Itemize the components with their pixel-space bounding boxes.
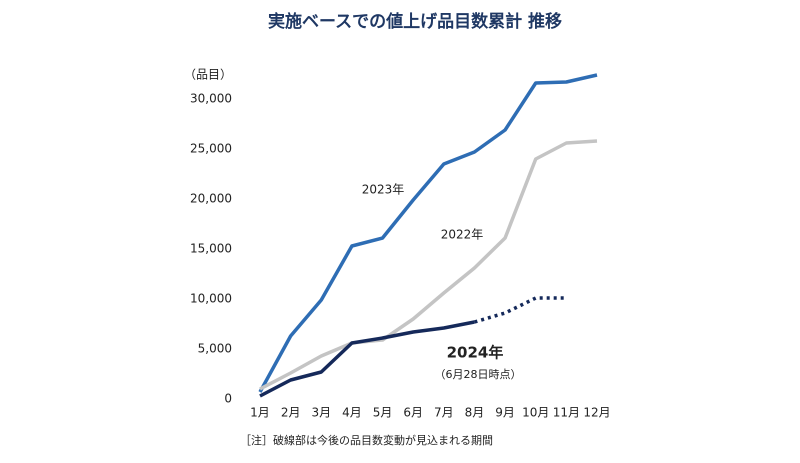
x-tick-label: 3月 (311, 406, 331, 420)
x-tick-label: 12月 (583, 406, 610, 420)
y-axis-label: （品目） (184, 68, 232, 82)
x-tick-label: 9月 (495, 406, 515, 420)
x-tick-label: 5月 (373, 406, 393, 420)
series-line-dashed (473, 296, 567, 324)
series-line (258, 73, 598, 393)
series-line (259, 139, 598, 391)
series-annotation: （6月28日時点） (435, 368, 522, 381)
y-tick-label: 15,000 (190, 242, 232, 256)
y-tick-label: 5,000 (198, 342, 232, 356)
series-line (259, 320, 475, 398)
series-label: 2024年 (447, 344, 504, 362)
x-tick-label: 6月 (403, 406, 423, 420)
x-tick-label: 11月 (553, 406, 580, 420)
chart-title: 実施ベースでの値上げ品目数累計 推移 (268, 11, 562, 32)
note: ［注］破線部は今後の品目数変動が見込まれる期間 (240, 433, 493, 447)
y-tick-label: 20,000 (190, 192, 232, 206)
series-label: 2023年 (362, 183, 405, 197)
y-tick-label: 25,000 (190, 142, 232, 156)
x-tick-label: 2月 (281, 406, 301, 420)
y-tick-label: 10,000 (190, 292, 232, 306)
x-tick-label: 10月 (522, 406, 549, 420)
series-label: 2022年 (441, 228, 484, 242)
x-tick-label: 7月 (434, 406, 454, 420)
x-tick-label: 1月 (250, 406, 270, 420)
x-tick-label: 4月 (342, 406, 362, 420)
y-tick-label: 30,000 (190, 92, 232, 106)
x-tick-label: 8月 (465, 406, 485, 420)
y-tick-label: 0 (224, 392, 232, 406)
